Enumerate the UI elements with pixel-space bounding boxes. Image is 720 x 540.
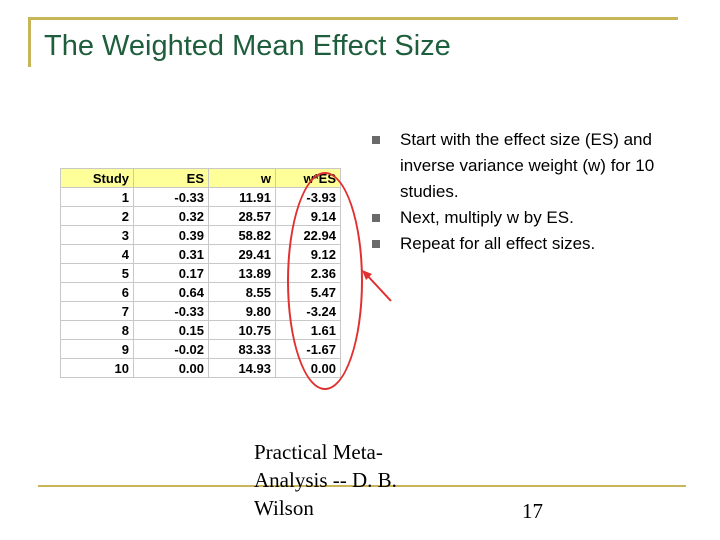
es-cell: 0.39	[133, 225, 209, 245]
bullet-item: Repeat for all effect sizes.	[370, 231, 690, 257]
study-cell: 5	[60, 263, 134, 283]
w-cell: 83.33	[208, 339, 276, 359]
es-cell: 0.15	[133, 320, 209, 340]
study-cell: 10	[60, 358, 134, 378]
header-es: ES	[133, 168, 209, 188]
table-header-row: Study ES w w*ES	[60, 168, 341, 188]
bullet-item: Next, multiply w by ES.	[370, 205, 690, 231]
es-cell: 0.31	[133, 244, 209, 264]
w-cell: 9.80	[208, 301, 276, 321]
bullet-text: Next, multiply w by ES.	[400, 208, 574, 227]
slide-title: The Weighted Mean Effect Size	[44, 30, 451, 62]
study-cell: 6	[60, 282, 134, 302]
es-cell: -0.33	[133, 301, 209, 321]
bullet-text: Repeat for all effect sizes.	[400, 234, 596, 253]
top-border-line	[28, 17, 678, 20]
study-cell: 7	[60, 301, 134, 321]
study-cell: 3	[60, 225, 134, 245]
bullet-list: Start with the effect size (ES) and inve…	[370, 127, 690, 257]
study-cell: 4	[60, 244, 134, 264]
w-es-column-highlight-oval	[287, 172, 363, 390]
w-cell: 10.75	[208, 320, 276, 340]
w-cell: 8.55	[208, 282, 276, 302]
header-w: w	[208, 168, 276, 188]
es-cell: 0.64	[133, 282, 209, 302]
w-cell: 29.41	[208, 244, 276, 264]
square-bullet-icon	[372, 214, 380, 222]
es-cell: 0.32	[133, 206, 209, 226]
es-cell: 0.00	[133, 358, 209, 378]
page-number: 17	[522, 499, 543, 523]
bullet-text: Start with the effect size (ES) and inve…	[400, 130, 655, 201]
footer-citation: Practical Meta-Analysis -- D. B. Wilson	[254, 440, 397, 520]
left-border-line	[28, 17, 31, 67]
study-cell: 1	[60, 187, 134, 207]
es-cell: -0.33	[133, 187, 209, 207]
w-cell: 14.93	[208, 358, 276, 378]
w-cell: 28.57	[208, 206, 276, 226]
square-bullet-icon	[372, 136, 380, 144]
w-cell: 13.89	[208, 263, 276, 283]
red-arrow-icon	[362, 270, 392, 302]
study-cell: 8	[60, 320, 134, 340]
square-bullet-icon	[372, 240, 380, 248]
header-study: Study	[60, 168, 134, 188]
es-cell: 0.17	[133, 263, 209, 283]
w-cell: 11.91	[208, 187, 276, 207]
w-cell: 58.82	[208, 225, 276, 245]
es-cell: -0.02	[133, 339, 209, 359]
bottom-border-line	[38, 485, 686, 487]
bullet-item: Start with the effect size (ES) and inve…	[370, 127, 690, 205]
study-cell: 2	[60, 206, 134, 226]
study-cell: 9	[60, 339, 134, 359]
